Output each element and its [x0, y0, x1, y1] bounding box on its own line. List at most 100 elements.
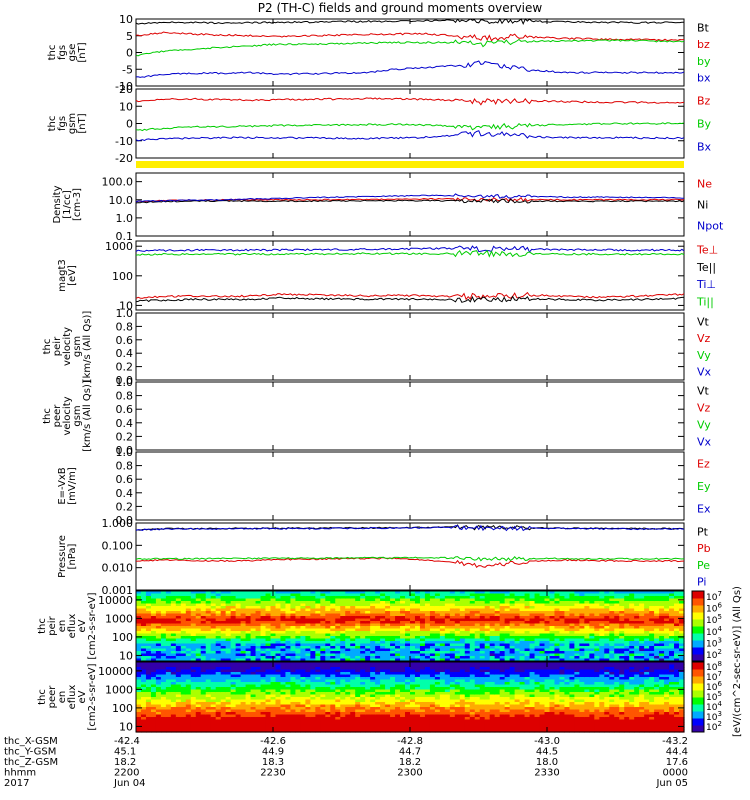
spectrogram-cell	[549, 648, 556, 652]
spectrogram-cell	[459, 651, 466, 655]
spectrogram-cell	[454, 623, 461, 627]
spectrogram-cell	[534, 626, 541, 630]
spectrogram-cell	[240, 729, 247, 733]
spectrogram-cell	[539, 616, 546, 620]
spectrogram-cell	[340, 658, 346, 662]
spectrogram-cell	[310, 709, 316, 713]
spectrogram-cell	[629, 641, 635, 645]
spectrogram-cell	[489, 633, 496, 637]
spectrogram-cell	[385, 672, 391, 676]
spectrogram-cell	[669, 601, 675, 605]
spectrogram-cell	[185, 638, 192, 642]
spectrogram-cell	[280, 596, 287, 600]
spectrogram-cell	[649, 636, 655, 640]
spectrogram-cell	[444, 648, 451, 652]
spectrogram-cell	[355, 714, 361, 718]
spectrogram-cell	[240, 727, 247, 731]
spectrogram-cell	[245, 714, 252, 718]
spectrogram-cell	[210, 596, 217, 600]
spectrogram-cell	[340, 712, 346, 716]
spectrogram-cell	[340, 611, 346, 615]
spectrogram-cell	[474, 628, 481, 632]
spectrogram-cell	[395, 633, 401, 637]
spectrogram-cell	[469, 648, 476, 652]
spectrogram-cell	[424, 611, 431, 615]
spectrogram-cell	[240, 669, 247, 673]
spectrogram-cell	[649, 628, 655, 632]
spectrogram-cell	[414, 707, 421, 711]
spectrogram-cell	[659, 653, 665, 657]
spectrogram-cell	[544, 626, 551, 630]
spectrogram-cell	[519, 606, 526, 610]
spectrogram-cell	[290, 603, 297, 607]
spectrogram-cell	[265, 722, 272, 726]
spectrogram-cell	[335, 606, 341, 610]
spectrogram-cell	[479, 651, 486, 655]
spectrogram-cell	[419, 633, 426, 637]
spectrogram-cell	[155, 682, 162, 686]
spectrogram-cell	[664, 643, 670, 647]
spectrogram-cell	[400, 724, 406, 728]
spectrogram-cell	[375, 692, 381, 696]
spectrogram-cell	[365, 714, 371, 718]
spectrogram-cell	[385, 717, 391, 721]
spectrogram-cell	[225, 692, 232, 696]
spectrogram-cell	[380, 653, 386, 657]
spectrogram-cell	[549, 613, 556, 617]
spectrogram-cell	[624, 653, 630, 657]
spectrogram-cell	[564, 636, 571, 640]
spectrogram-cell	[370, 729, 376, 733]
spectrogram-cell	[365, 687, 371, 691]
spectrogram-cell	[429, 598, 436, 602]
spectrogram-cell	[350, 699, 356, 703]
spectrogram-cell	[355, 709, 361, 713]
spectrogram-cell	[594, 643, 600, 647]
spectrogram-cell	[365, 653, 371, 657]
spectrogram-cell	[140, 633, 147, 637]
spectrogram-cell	[190, 628, 197, 632]
spectrogram-cell	[185, 677, 192, 681]
spectrogram-cell	[484, 611, 491, 615]
spectrogram-cell	[499, 616, 506, 620]
spectrogram-cell	[464, 643, 471, 647]
spectrogram-cell	[539, 636, 546, 640]
spectrogram-cell	[240, 719, 247, 723]
spectrogram-cell	[529, 601, 536, 605]
spectrogram-cell	[205, 618, 212, 622]
spectrogram-cell	[594, 596, 600, 600]
spectrogram-cell	[539, 646, 546, 650]
spectrogram-cell	[305, 727, 311, 731]
spectrogram-cell	[439, 608, 446, 612]
spectrogram-cell	[669, 626, 675, 630]
spectrogram-cell	[160, 727, 167, 731]
spectrogram-cell	[275, 709, 282, 713]
spectrogram-cell	[459, 596, 466, 600]
spectrogram-cell	[574, 638, 580, 642]
spectrogram-cell	[140, 626, 147, 630]
spectrogram-cell	[534, 651, 541, 655]
spectrogram-cell	[499, 606, 506, 610]
spectrogram-cell	[315, 689, 321, 693]
spectrogram-cell	[270, 631, 277, 635]
spectrogram-cell	[664, 618, 670, 622]
spectrogram-cell	[514, 636, 521, 640]
spectrogram-cell	[220, 601, 227, 605]
spectrogram-cell	[459, 631, 466, 635]
spectrogram-cell	[365, 719, 371, 723]
spectrogram-cell	[579, 606, 585, 610]
spectrogram-cell	[300, 722, 306, 726]
spectrogram-cell	[434, 598, 441, 602]
spectrogram-cell	[449, 611, 456, 615]
spectrogram-cell	[300, 687, 306, 691]
spectrogram-cell	[175, 689, 182, 693]
spectrogram-cell	[664, 656, 670, 660]
spectrogram-cell	[504, 633, 511, 637]
spectrogram-cell	[390, 679, 396, 683]
spectrogram-cell	[380, 714, 386, 718]
spectrogram-cell	[155, 593, 162, 597]
spectrogram-cell	[654, 606, 660, 610]
spectrogram-cell	[170, 709, 177, 713]
spectrogram-cell	[554, 608, 561, 612]
spectrogram-cell	[564, 596, 571, 600]
spectrogram-cell	[644, 598, 650, 602]
